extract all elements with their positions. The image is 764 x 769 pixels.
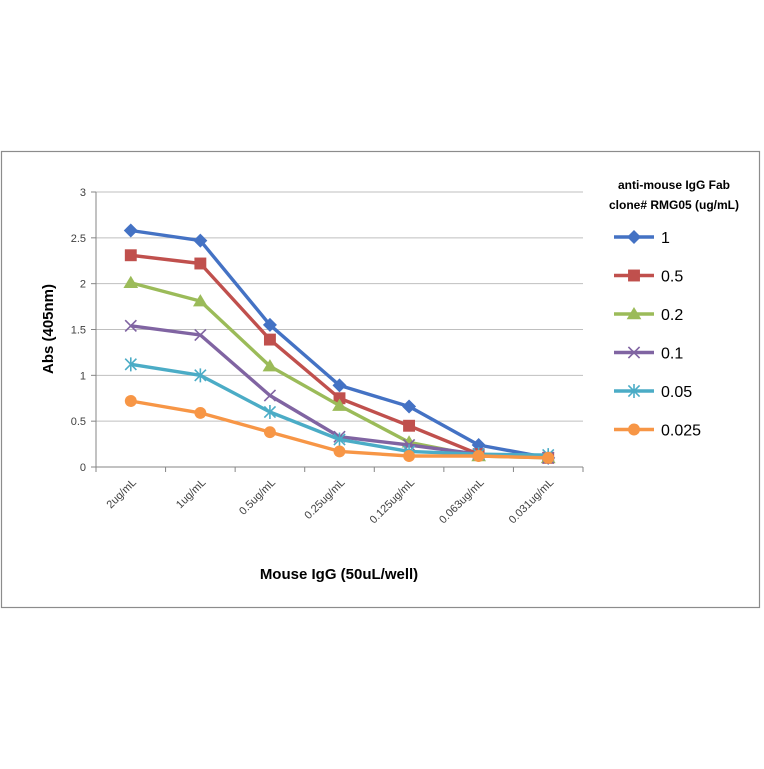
data-point [193, 233, 208, 248]
data-point [124, 319, 137, 332]
legend-title: anti-mouse IgG Fab [618, 178, 730, 192]
legend-label: 0.1 [661, 346, 683, 363]
legend-title: clone# RMG05 (ug/mL) [609, 198, 739, 212]
data-point [263, 426, 276, 439]
legend-item-1: 0.5 [614, 269, 683, 286]
legend-item-0: 1 [614, 230, 670, 247]
series-5 [124, 395, 555, 464]
legend-label: 0.5 [661, 269, 683, 286]
legend-marker [627, 384, 641, 398]
data-point [194, 368, 207, 383]
legend-item-2: 0.2 [614, 307, 683, 324]
y-tick-label: 0.5 [71, 416, 86, 428]
legend: anti-mouse IgG Fab clone# RMG05 (ug/mL) 1 0… [609, 178, 739, 440]
chart-border [0, 150, 761, 609]
data-point [124, 357, 137, 372]
data-point [262, 317, 277, 332]
data-point [332, 378, 347, 393]
data-point [472, 450, 485, 462]
legend-label: 0.05 [661, 384, 692, 401]
legend-marker [628, 423, 640, 436]
data-point [333, 445, 346, 458]
legend-item-5: 0.025 [614, 423, 701, 440]
y-tick-label: 2.5 [71, 233, 86, 245]
data-point [194, 257, 207, 270]
y-tick-label: 3 [80, 187, 86, 199]
data-point [263, 405, 277, 419]
y-axis-title: Abs (405nm) [40, 284, 57, 374]
legend-label: 0.025 [661, 423, 701, 440]
y-tick-label: 2 [80, 279, 86, 291]
x-axis-title: Mouse IgG (50uL/well) [260, 566, 418, 583]
data-point [333, 432, 346, 447]
data-point [193, 294, 208, 307]
data-point [194, 406, 207, 419]
y-tick-label: 0 [80, 462, 86, 474]
data-point [333, 392, 346, 405]
legend-marker [626, 307, 642, 320]
legend-item-3: 0.1 [614, 346, 683, 363]
data-point [542, 451, 555, 464]
data-point [262, 359, 278, 372]
data-point [123, 275, 139, 288]
data-point [123, 223, 138, 238]
legend-item-4: 0.05 [614, 384, 692, 401]
data-point [263, 333, 276, 346]
data-point [263, 389, 277, 402]
series-group [123, 223, 556, 465]
legend-marker [627, 230, 641, 244]
legend-marker [628, 269, 640, 282]
data-point [124, 395, 137, 407]
data-point [402, 399, 417, 414]
legend-label: 0.2 [661, 307, 683, 324]
data-point [403, 450, 416, 462]
legend-label: 1 [661, 230, 670, 247]
legend-marker [627, 346, 641, 359]
y-tick-label: 1.5 [71, 325, 86, 337]
data-point [332, 398, 347, 411]
data-point [194, 328, 207, 342]
data-point [124, 249, 137, 262]
y-tick-label: 1 [80, 370, 86, 382]
data-point [403, 419, 416, 432]
